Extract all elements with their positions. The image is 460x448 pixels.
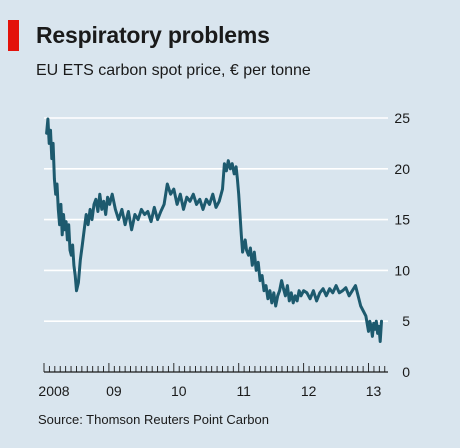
minor-ticks [43, 363, 386, 372]
series-line-0 [45, 117, 383, 343]
x-tick-label-10: 10 [171, 383, 187, 399]
chart-title: Respiratory problems [36, 22, 270, 48]
chart-subtitle: EU ETS carbon spot price, € per tonne [36, 62, 311, 79]
x-tick-label-09: 09 [106, 383, 122, 399]
y-tick-label-10: 10 [394, 262, 410, 278]
x-tick-label-12: 12 [301, 383, 317, 399]
y-tick-label-15: 15 [394, 212, 410, 228]
x-tick-labels: 2008 09 10 11 12 13 [38, 383, 381, 399]
y-tick-label-0: 0 [402, 364, 410, 380]
y-tick-label-20: 20 [394, 161, 410, 177]
chart-source: Source: Thomson Reuters Point Carbon [38, 412, 269, 427]
y-tick-label-5: 5 [402, 313, 410, 329]
x-tick-label-11: 11 [236, 383, 251, 399]
x-tick-label-13: 13 [366, 383, 382, 399]
y-tick-label-25: 25 [394, 110, 410, 126]
gridlines [44, 117, 388, 373]
y-tick-labels: 0 5 10 15 20 25 [394, 110, 410, 380]
series-layer [45, 117, 383, 343]
red-accent-bar [8, 20, 19, 51]
x-tick-label-2008: 2008 [38, 383, 69, 399]
